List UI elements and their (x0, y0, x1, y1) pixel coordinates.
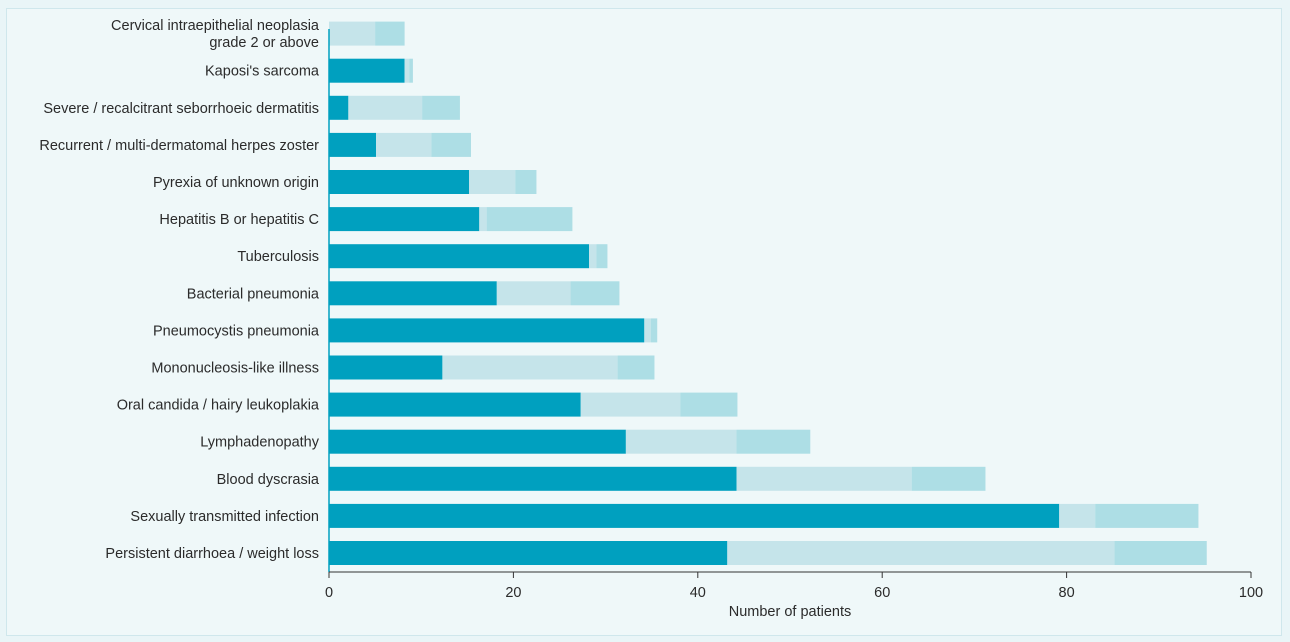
bar-segment-1 (329, 503, 1060, 528)
bar-segment-3 (596, 244, 608, 269)
x-tick-label: 40 (690, 585, 706, 601)
category-label: Oral candida / hairy leukoplakia (117, 398, 320, 414)
category-label: Pyrexia of unknown origin (153, 175, 319, 191)
bar-segment-3 (911, 466, 986, 491)
bar-segment-3 (617, 355, 655, 380)
bar-segment-1 (329, 207, 480, 232)
bar-segment-3 (650, 318, 658, 343)
bar-segment-3 (486, 207, 573, 232)
x-axis-title: Number of patients (729, 604, 852, 620)
axes-layer: Persistent diarrhoea / weight loss Sexual… (39, 18, 1263, 601)
bar-segment-2 (469, 170, 516, 194)
bar-segment-3 (431, 132, 471, 157)
bar-segment-3 (736, 429, 811, 454)
category-label: Blood dyscrasia (217, 472, 320, 488)
bar-segment-2 (736, 466, 912, 491)
bar-segment-1 (329, 132, 377, 157)
bar-segment-3 (422, 95, 460, 120)
bar-segment-2 (625, 429, 737, 454)
bar-segment-1 (329, 58, 405, 83)
bar-segment-1 (329, 95, 349, 120)
bar-segment-3 (1114, 541, 1207, 565)
bar-segment-2 (404, 58, 410, 83)
bar-segment-3 (680, 392, 738, 417)
category-label: Bacterial pneumonia (187, 286, 320, 302)
bar-segment-1 (329, 466, 737, 491)
bars-layer (329, 21, 1207, 565)
bar-segment-1 (329, 355, 443, 380)
bar-segment-1 (329, 429, 626, 454)
category-label: grade 2 or above (209, 35, 319, 51)
bar-segment-2 (479, 207, 487, 232)
x-tick-label: 80 (1059, 585, 1075, 601)
x-tick-label: 0 (325, 585, 333, 601)
category-label: Lymphadenopathy (200, 435, 320, 451)
category-label: Persistent diarrhoea / weight loss (105, 546, 319, 562)
category-label: Recurrent / multi-dermatomal herpes zost… (39, 138, 319, 154)
bar-segment-2 (644, 318, 651, 343)
x-tick-label: 20 (505, 585, 521, 601)
bar-segment-2 (496, 281, 571, 306)
bar-segment-3 (515, 170, 537, 194)
bar-segment-1 (329, 318, 645, 343)
bar-segment-2 (727, 541, 1115, 565)
bar-segment-1 (329, 170, 470, 194)
bar-segment-2 (348, 95, 423, 120)
category-label: Mononucleosis-like illness (151, 361, 319, 377)
x-tick-label: 100 (1239, 585, 1263, 601)
bar-segment-1 (329, 392, 581, 417)
chart-panel: Persistent diarrhoea / weight loss Sexual… (6, 8, 1282, 636)
bar-segment-2 (580, 392, 681, 417)
bar-segment-2 (1059, 503, 1096, 528)
bar-segment-3 (375, 21, 405, 46)
category-label: Severe / recalcitrant seborrhoeic dermat… (43, 101, 319, 117)
bar-segment-1 (329, 541, 728, 565)
bar-segment-1 (329, 281, 497, 306)
stacked-bar-chart: Persistent diarrhoea / weight loss Sexual… (39, 18, 1263, 620)
category-label: Hepatitis B or hepatitis C (159, 212, 319, 228)
category-label: Pneumocystis pneumonia (153, 323, 320, 339)
bar-segment-2 (376, 132, 432, 157)
category-label: Tuberculosis (237, 249, 319, 265)
bar-segment-3 (409, 58, 413, 83)
bar-segment-2 (589, 244, 597, 269)
bar-segment-2 (329, 21, 376, 46)
bar-segment-3 (1095, 503, 1199, 528)
category-label: Cervical intraepithelial neoplasia (111, 18, 320, 34)
category-label: Kaposi's sarcoma (205, 64, 320, 80)
category-label: Sexually transmitted infection (130, 509, 319, 525)
bar-segment-2 (442, 355, 618, 380)
bar-segment-3 (570, 281, 620, 306)
x-tick-label: 60 (874, 585, 890, 601)
bar-segment-1 (329, 244, 590, 269)
